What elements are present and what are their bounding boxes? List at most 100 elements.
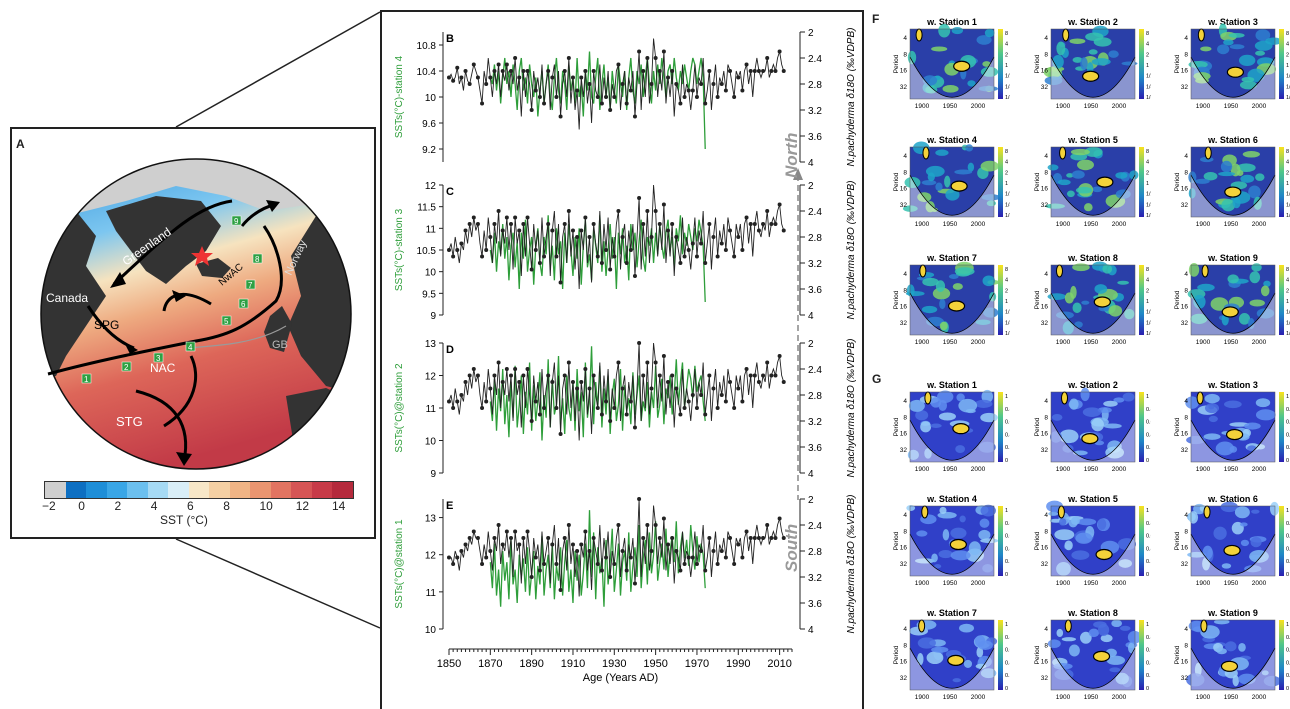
right-tick-label: 2.8 [808,233,822,244]
wavelet-power-blob [950,550,971,561]
year-tick-label: 1900 [1196,694,1211,701]
year-tick-label: 2000 [971,694,986,701]
north-label: North [782,132,801,178]
left-tick-label: 10.5 [417,246,437,257]
wavelet-power-blob [1200,46,1212,52]
d18o-point [608,108,613,112]
period-tick-label: 4 [1044,398,1048,405]
year-tick-label: 2000 [1112,221,1127,228]
wavelet-power-blob [965,144,974,152]
d18o-point [674,235,679,239]
d18o-point [488,235,493,239]
cone-of-influence [1191,293,1275,335]
cone-of-influence [1051,293,1135,335]
wavelet-colorbar-tick: 1/2 [1286,310,1290,316]
wavelet-power-blob [976,646,984,658]
wavelet-significant-region [1057,505,1065,519]
colorbar-swatch [270,482,292,498]
year-tick-label: 2000 [1112,694,1127,701]
wavelet-power-blob [1056,562,1071,576]
d18o-point [579,228,584,233]
d18o-point [657,222,662,226]
wavelet-significant-region [1096,176,1114,188]
station-2-label: 2 [124,363,129,372]
d18o-point [550,380,555,384]
north-atlantic-map: Canada Greenland Norway SPG NwAC NAC GB … [40,158,352,470]
wavelet-frame [1050,28,1136,100]
wavelet-power-blob [925,85,938,94]
right-tick-label: 3.2 [808,106,822,117]
d18o-point [451,562,456,566]
wavelet-title: w. Station 4 [926,135,977,145]
d18o-point [756,380,761,384]
wavelet-G-station-5: w. Station 5 4 8 16 32 Period 1900 1950 2000 1 0.8… [1034,494,1151,587]
wavelet-power-blob [927,172,935,182]
period-tick-label: 8 [1044,287,1048,294]
period-tick-label: 16 [1041,545,1049,552]
right-tick-label: 2 [808,28,814,39]
wavelet-colorbar-tick: 0.2 [1005,559,1010,565]
d18o-point [645,56,650,60]
wavelet-colorbar [1139,29,1144,99]
panel-a-letter: A [16,137,25,151]
wavelet-power-blob [902,205,918,212]
period-tick-label: 8 [1184,414,1188,421]
timeseries-panels: B 9.2 9.6 10 10.4 10.8 2 2.4 2.8 3.2 3.6 4 SSTs(°C)-… [394,28,857,684]
wavelet-colorbar-tick: 0.4 [1146,546,1151,552]
d18o-point [703,101,708,106]
d18o-point [488,549,493,553]
period-tick-label: 32 [900,447,908,454]
wavelet-colorbar-tick: 8 [1146,267,1149,273]
wavelet-power-blob [967,80,976,87]
wavelet-power-blob [1241,76,1255,83]
period-axis-title: Period [1034,54,1041,73]
d18o-point [690,555,695,560]
wavelet-frame [1050,619,1136,691]
wavelet-colorbar-tick: 0.6 [1005,420,1010,426]
colorbar-swatch [168,482,189,498]
wavelet-significant-region [1055,264,1063,278]
wavelet-significant-region [1095,548,1113,561]
wavelet-power-blob [931,46,948,52]
wavelet-power-blob [1218,171,1236,177]
d18o-point [595,562,600,566]
station-7-label: 7 [248,281,253,290]
wavelet-significant-region [924,391,932,405]
left-axis-title: SSTs(°C)@station 1 [394,519,405,609]
wavelet-power-blob [979,518,990,528]
year-tick-label: 1900 [915,694,930,701]
d18o-point [711,386,716,391]
period-tick-label: 4 [1184,35,1188,42]
wavelet-colorbar-tick: 0.6 [1146,420,1151,426]
wavelet-colorbar-tick: 2 [1286,170,1289,176]
panel-d: D 9 10 11 12 13 2 2.4 2.8 3.2 3.6 4 SSTs(°C)@station… [394,339,857,480]
year-tick-label: 1900 [1056,580,1071,587]
wavelet-colorbar-tick: 1 [1005,508,1008,514]
d18o-point [521,536,526,540]
wavelet-F-station-1: w. Station 1 4 8 16 32 Period 1900 1950 2000 8 4 2 1… [893,17,1010,110]
d18o-point [504,215,509,220]
wavelet-power-blob [1221,563,1232,569]
wavelet-colorbar-tick: 1 [1005,181,1008,187]
wavelet-power-blob [1045,203,1065,209]
wavelet-power-blob [921,180,937,186]
wavelet-power-blob [1088,628,1100,638]
d18o-point [719,393,724,397]
d18o-point [616,523,621,527]
d18o-point [744,367,749,371]
period-axis-title: Period [1034,417,1041,436]
period-tick-label: 32 [1181,561,1189,568]
d18o-point [484,555,489,560]
wavelet-colorbar-tick: 0.2 [1286,445,1290,451]
wavelet-F-station-3: w. Station 3 4 8 16 32 Period 1900 1950 2000 8 4 2 1… [1174,17,1290,110]
wavelet-colorbar-tick: 0.6 [1286,648,1290,654]
wavelet-colorbar-tick: 4 [1005,278,1008,284]
station-6-label: 6 [241,300,246,309]
wavelet-colorbar-tick: 0.2 [1146,445,1151,451]
wavelet-power-blob [1263,280,1271,287]
d18o-point [570,542,575,547]
d18o-point [748,536,753,540]
wavelet-power-blob [1115,172,1128,179]
wavelet-power-blob [982,275,996,287]
wavelet-power-blob [983,307,999,318]
